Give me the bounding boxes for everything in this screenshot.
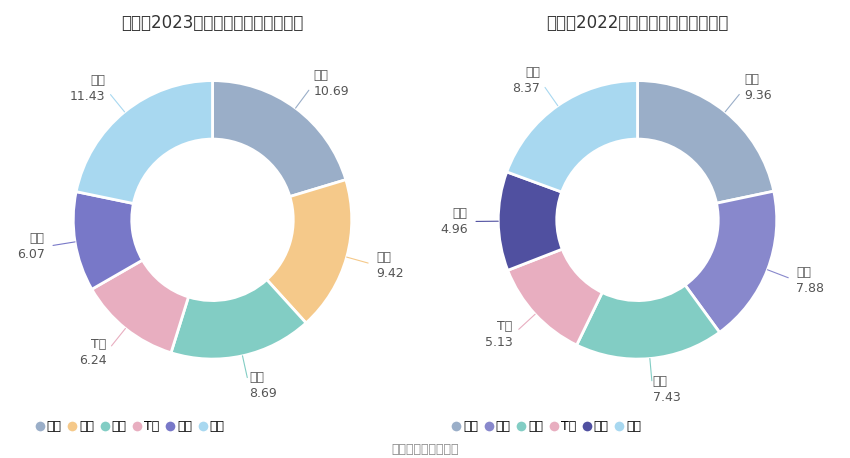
Title: 报喜鸟2022年营业收入构成（亿元）: 报喜鸟2022年营业收入构成（亿元） xyxy=(547,14,728,32)
Text: 风衣
4.96: 风衣 4.96 xyxy=(440,207,468,236)
Wedge shape xyxy=(685,191,777,333)
Text: 数据来源：恒生聚源: 数据来源：恒生聚源 xyxy=(391,443,459,456)
Text: 上衣
10.69: 上衣 10.69 xyxy=(314,69,349,98)
Wedge shape xyxy=(498,172,562,270)
Text: 上衣
9.36: 上衣 9.36 xyxy=(745,73,772,103)
Text: 村衫
8.69: 村衫 8.69 xyxy=(249,371,277,400)
Text: 其他
8.37: 其他 8.37 xyxy=(513,66,541,95)
Legend: 上衣, 西裤, 村衫, T恤, 风衣, 其他: 上衣, 西裤, 村衫, T恤, 风衣, 其他 xyxy=(448,415,646,438)
Text: 其他
11.43: 其他 11.43 xyxy=(70,74,105,103)
Text: 村衫
7.43: 村衫 7.43 xyxy=(653,375,680,403)
Wedge shape xyxy=(171,280,306,359)
Wedge shape xyxy=(638,81,774,203)
Wedge shape xyxy=(92,260,189,353)
Text: T恤
6.24: T恤 6.24 xyxy=(79,338,106,367)
Wedge shape xyxy=(576,285,720,359)
Text: 裤子
9.42: 裤子 9.42 xyxy=(377,251,404,280)
Text: 风衣
6.07: 风衣 6.07 xyxy=(17,232,45,261)
Wedge shape xyxy=(507,81,638,192)
Wedge shape xyxy=(212,81,346,196)
Wedge shape xyxy=(267,180,352,323)
Wedge shape xyxy=(507,249,602,345)
Title: 报喜鸟2023年营业收入构成（亿元）: 报喜鸟2023年营业收入构成（亿元） xyxy=(122,14,303,32)
Text: T恤
5.13: T恤 5.13 xyxy=(484,321,513,349)
Wedge shape xyxy=(76,81,212,203)
Legend: 上衣, 裤子, 村衫, T恤, 风衣, 其他: 上衣, 裤子, 村衫, T恤, 风衣, 其他 xyxy=(31,415,230,438)
Text: 西裤
7.88: 西裤 7.88 xyxy=(796,266,824,295)
Wedge shape xyxy=(73,191,143,289)
